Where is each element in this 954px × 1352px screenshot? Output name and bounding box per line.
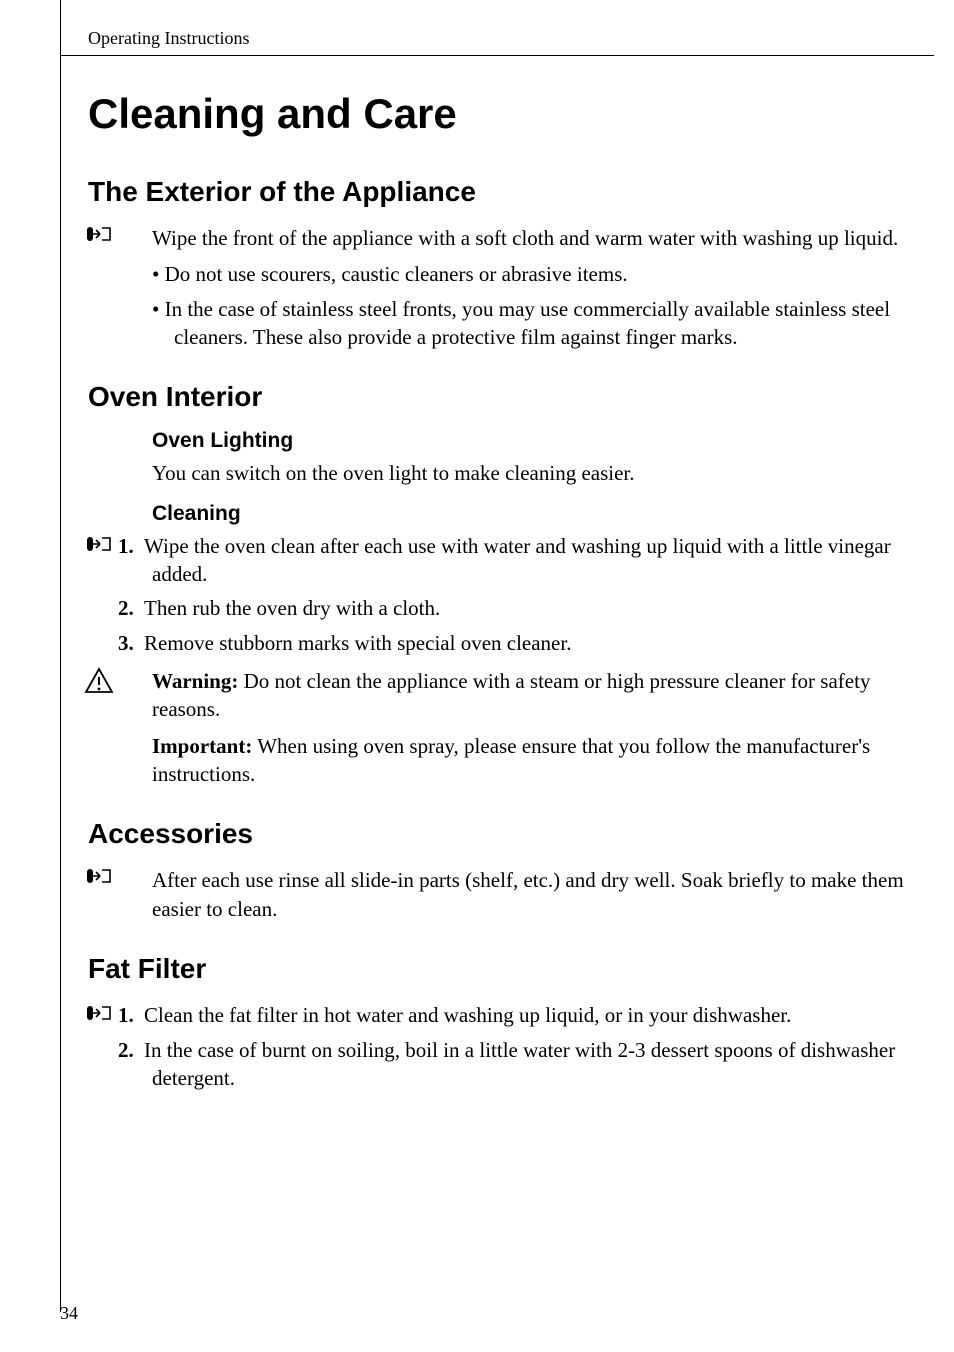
list-item: 2.In the case of burnt on soiling, boil …: [118, 1036, 924, 1093]
hand-pointing-icon: [84, 1003, 114, 1028]
step-number: 2.: [118, 594, 144, 622]
fatfilter-steps-row: 1.Clean the fat filter in hot water and …: [88, 1001, 924, 1092]
hand-pointing-icon: [84, 866, 114, 891]
important-label: Important:: [152, 734, 252, 758]
accessories-row: After each use rinse all slide-in parts …: [88, 866, 924, 923]
lighting-text: You can switch on the oven light to make…: [152, 459, 924, 487]
important-para: Important: When using oven spray, please…: [152, 732, 924, 789]
list-item: 1.Wipe the oven clean after each use wit…: [118, 532, 924, 589]
step-text: Clean the fat filter in hot water and wa…: [144, 1003, 791, 1027]
page: Operating Instructions Cleaning and Care…: [0, 0, 954, 1352]
cleaning-steps-row: 1.Wipe the oven clean after each use wit…: [88, 532, 924, 657]
step-number: 1.: [118, 1001, 144, 1029]
list-item: Do not use scourers, caustic cleaners or…: [152, 260, 924, 288]
warning-text: Do not clean the appliance with a steam …: [152, 669, 870, 721]
left-border: [60, 0, 61, 1312]
list-item: 2.Then rub the oven dry with a cloth.: [118, 594, 924, 622]
interior-heading: Oven Interior: [88, 381, 924, 413]
warning-label: Warning:: [152, 669, 238, 693]
step-text: Then rub the oven dry with a cloth.: [144, 596, 440, 620]
important-text: When using oven spray, please ensure tha…: [152, 734, 870, 786]
fatfilter-heading: Fat Filter: [88, 953, 924, 985]
step-text: Remove stubborn marks with special oven …: [144, 631, 571, 655]
breadcrumb: Operating Instructions: [88, 28, 249, 48]
fatfilter-steps: 1.Clean the fat filter in hot water and …: [118, 1001, 924, 1092]
warning-row: Warning: Do not clean the appliance with…: [88, 667, 924, 724]
warning-triangle-icon: [84, 667, 114, 700]
step-number: 3.: [118, 629, 144, 657]
exterior-bullets: Do not use scourers, caustic cleaners or…: [152, 260, 924, 351]
content-area: Cleaning and Care The Exterior of the Ap…: [88, 80, 924, 1098]
step-number: 2.: [118, 1036, 144, 1064]
warning-para: Warning: Do not clean the appliance with…: [152, 667, 924, 724]
exterior-heading: The Exterior of the Appliance: [88, 176, 924, 208]
page-number: 34: [60, 1303, 78, 1324]
hand-pointing-icon: [84, 534, 114, 559]
accessories-heading: Accessories: [88, 818, 924, 850]
page-title: Cleaning and Care: [88, 90, 924, 138]
step-text: In the case of burnt on soiling, boil in…: [144, 1038, 895, 1090]
list-item: 3.Remove stubborn marks with special ove…: [118, 629, 924, 657]
exterior-intro-row: Wipe the front of the appliance with a s…: [88, 224, 924, 252]
list-item: 1.Clean the fat filter in hot water and …: [118, 1001, 924, 1029]
step-number: 1.: [118, 532, 144, 560]
exterior-intro: Wipe the front of the appliance with a s…: [152, 224, 924, 252]
lighting-sub: Oven Lighting: [152, 429, 924, 453]
list-item: In the case of stainless steel fronts, y…: [152, 295, 924, 352]
page-header: Operating Instructions: [60, 28, 934, 56]
cleaning-steps: 1.Wipe the oven clean after each use wit…: [118, 532, 924, 657]
step-text: Wipe the oven clean after each use with …: [144, 534, 891, 586]
cleaning-sub: Cleaning: [152, 502, 924, 526]
accessories-text: After each use rinse all slide-in parts …: [152, 866, 924, 923]
hand-pointing-icon: [84, 224, 114, 249]
